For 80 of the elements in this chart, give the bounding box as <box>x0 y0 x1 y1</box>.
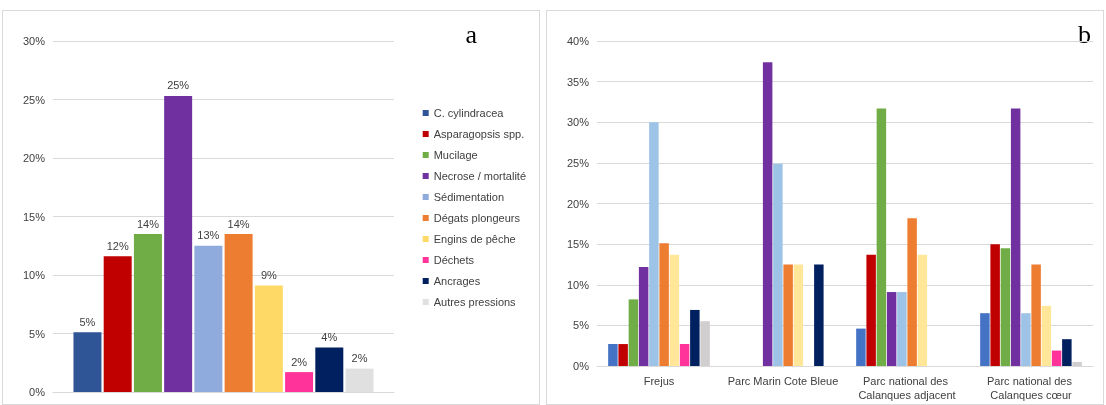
data-label: 12% <box>106 239 129 252</box>
y-tick-label: 5% <box>573 319 590 332</box>
bar <box>1031 264 1041 366</box>
data-label: 13% <box>197 229 220 242</box>
y-tick-label: 30% <box>22 35 46 47</box>
data-label: 25% <box>167 79 190 92</box>
bar <box>907 218 917 366</box>
y-tick-label: 25% <box>22 93 46 106</box>
x-tick-label: Parc national des Calanques cœur <box>986 375 1076 401</box>
x-tick-label: Parc Marin Cote Bleue <box>727 375 839 387</box>
y-tick-label: 30% <box>566 116 590 129</box>
bar <box>254 285 283 392</box>
bar <box>628 299 639 366</box>
bar <box>164 95 193 392</box>
bar <box>886 292 897 366</box>
legend-label: Mucilage <box>433 149 478 161</box>
y-tick-label: 5% <box>29 327 46 340</box>
bar <box>1010 108 1021 366</box>
legend-label: Dégats plongeurs <box>433 212 521 224</box>
bar <box>856 328 866 366</box>
y-tick-label: 25% <box>566 156 590 169</box>
bar <box>659 243 669 366</box>
bar <box>1051 350 1062 366</box>
bar <box>866 254 876 366</box>
bar <box>1000 248 1011 366</box>
y-tick-label: 15% <box>566 238 590 251</box>
data-label: 2% <box>291 355 308 368</box>
bar <box>1021 313 1031 366</box>
bar <box>897 292 907 366</box>
y-tick-label: 15% <box>22 210 46 223</box>
x-tick-label: Frejus <box>643 375 675 387</box>
legend-label: Necrose / mortalité <box>433 170 526 182</box>
y-tick-label: 35% <box>566 75 590 88</box>
y-tick-label: 10% <box>22 269 46 281</box>
bar <box>649 122 659 366</box>
legend-label: Engins de pêche <box>433 233 516 245</box>
bar <box>1062 339 1072 366</box>
legend-label: Asparagopsis spp. <box>433 128 525 140</box>
data-label: 2% <box>351 352 368 365</box>
bar <box>917 254 928 366</box>
data-label: 5% <box>79 315 96 328</box>
y-tick-label: 0% <box>573 360 590 372</box>
data-label: 14% <box>227 217 250 230</box>
data-label: 14% <box>136 217 160 230</box>
legend-label: C. cylindracea <box>433 107 505 119</box>
bar <box>608 344 618 366</box>
bar <box>990 244 1000 366</box>
bar <box>814 264 824 366</box>
bar <box>762 62 773 366</box>
legend-label: Ancrages <box>433 275 481 287</box>
text: a <box>465 19 478 49</box>
bar <box>669 254 680 366</box>
bar <box>285 372 314 392</box>
legend-label: Déchets <box>433 254 475 266</box>
bar <box>133 234 162 392</box>
legend-label: Autres pressions <box>433 296 517 308</box>
legend-label: Sédimentation <box>433 191 505 203</box>
bar <box>638 266 649 366</box>
y-tick-label: 20% <box>566 197 590 210</box>
bar <box>1041 305 1052 366</box>
bar <box>783 264 793 366</box>
y-tick-label: 40% <box>566 35 590 47</box>
bar <box>793 264 804 366</box>
data-label: 4% <box>321 331 338 344</box>
bar <box>876 108 887 366</box>
bar <box>679 344 690 366</box>
y-tick-label: 20% <box>22 152 46 164</box>
bar <box>980 313 990 366</box>
bar <box>103 256 132 392</box>
bar <box>690 309 700 366</box>
x-tick-label: Parc national des Calanques adjacent <box>858 375 956 401</box>
bar <box>315 347 344 392</box>
bar <box>618 344 628 366</box>
bar <box>194 245 223 392</box>
bar <box>773 163 783 366</box>
y-tick-label: 10% <box>566 278 590 291</box>
data-label: 9% <box>260 269 278 282</box>
bar <box>73 332 102 392</box>
y-tick-label: 0% <box>29 386 46 398</box>
bar <box>224 234 253 392</box>
